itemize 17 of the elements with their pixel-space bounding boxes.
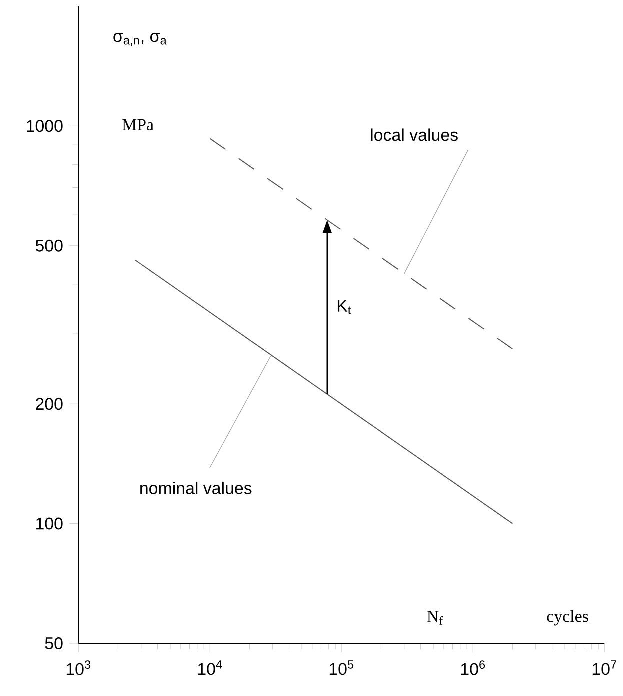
annotation: nominal values — [140, 482, 252, 494]
x-axis-title: N$_{f}$ — [427, 611, 444, 625]
y-tick-label: 500 — [36, 240, 63, 252]
x-tick-label: 10$^{6}$ — [461, 660, 486, 676]
annotation: MPa — [122, 119, 154, 131]
x-tick-label: 10$^{5}$ — [330, 660, 354, 676]
x-tick-label: 10$^{4}$ — [198, 660, 222, 676]
y-axis-title: σ$_{a,n}$, σ$_{a}$ — [114, 33, 167, 46]
x-tick-label: 10$^{3}$ — [66, 660, 91, 676]
annotation: cycles — [547, 610, 588, 626]
annotation: local values — [371, 128, 458, 142]
y-tick-label: 50 — [45, 637, 63, 650]
x-tick-label: 10$^{7}$ — [592, 660, 616, 676]
y-tick-label: 200 — [36, 398, 63, 410]
y-tick-label: 100 — [36, 518, 63, 530]
annotation: K$_{t}$ — [338, 300, 352, 315]
y-tick-label: 1000 — [27, 120, 63, 132]
